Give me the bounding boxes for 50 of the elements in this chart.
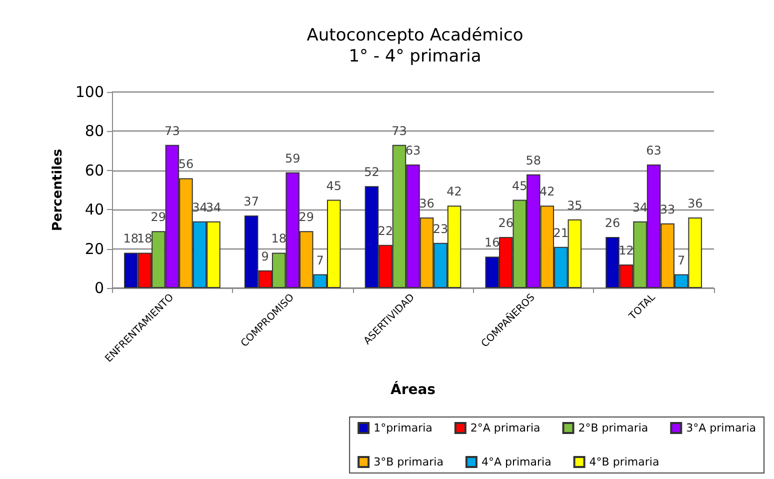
data-label: 35 (567, 198, 582, 212)
data-label: 63 (646, 144, 662, 158)
legend-label: 3°A primaria (686, 422, 756, 434)
data-label: 56 (178, 157, 194, 172)
data-label: 29 (150, 210, 166, 224)
data-label: 16 (484, 236, 500, 250)
data-label: 18 (123, 232, 139, 246)
y-tick-label: 80 (84, 122, 104, 140)
legend-label: 4°A primaria (481, 456, 552, 468)
data-label: 42 (446, 184, 462, 199)
y-tick-label: 60 (84, 161, 104, 180)
data-label: 29 (298, 210, 314, 224)
data-label: 34 (192, 200, 208, 214)
x-axis-title: Áreas (390, 381, 436, 398)
chart-subtitle: 1° - 4° primaria (348, 46, 482, 66)
legend-label: 4°B primaria (589, 456, 660, 468)
data-label: 34 (632, 200, 648, 214)
data-label: 73 (392, 124, 407, 138)
chart-title: Autoconcepto Académico (306, 26, 524, 46)
y-tick-label: 40 (84, 200, 104, 219)
data-label: 7 (678, 253, 686, 268)
y-tick-label: 20 (84, 240, 104, 258)
data-label: 7 (316, 253, 324, 268)
y-tick-label: 0 (94, 279, 104, 297)
y-tick-label: 100 (75, 83, 104, 101)
data-label: 26 (604, 216, 620, 230)
legend-label: 2°A primaria (470, 422, 540, 434)
data-label: 23 (432, 222, 448, 236)
y-axis-title: Percentiles (50, 148, 66, 232)
legend-label: 2°B primaria (578, 422, 648, 434)
data-label: 73 (164, 124, 180, 138)
data-label: 36 (419, 196, 434, 210)
legend-label: 1°primaria (374, 422, 432, 434)
data-label: 59 (284, 151, 300, 166)
data-label: 58 (526, 153, 542, 168)
data-label: 22 (378, 224, 394, 238)
data-label: 12 (618, 243, 634, 258)
data-label: 36 (687, 196, 703, 210)
data-label: 63 (405, 144, 421, 158)
data-label: 26 (498, 216, 514, 230)
data-label: 34 (206, 200, 222, 214)
data-label: 21 (553, 226, 569, 240)
data-label: 33 (660, 202, 676, 216)
data-label: 45 (326, 178, 342, 193)
data-label: 52 (364, 165, 380, 180)
data-label: 37 (244, 194, 259, 208)
data-label: 18 (137, 232, 152, 246)
legend-label: 3°B primaria (374, 456, 444, 468)
data-label: 45 (512, 178, 528, 193)
data-label: 9 (261, 249, 269, 264)
